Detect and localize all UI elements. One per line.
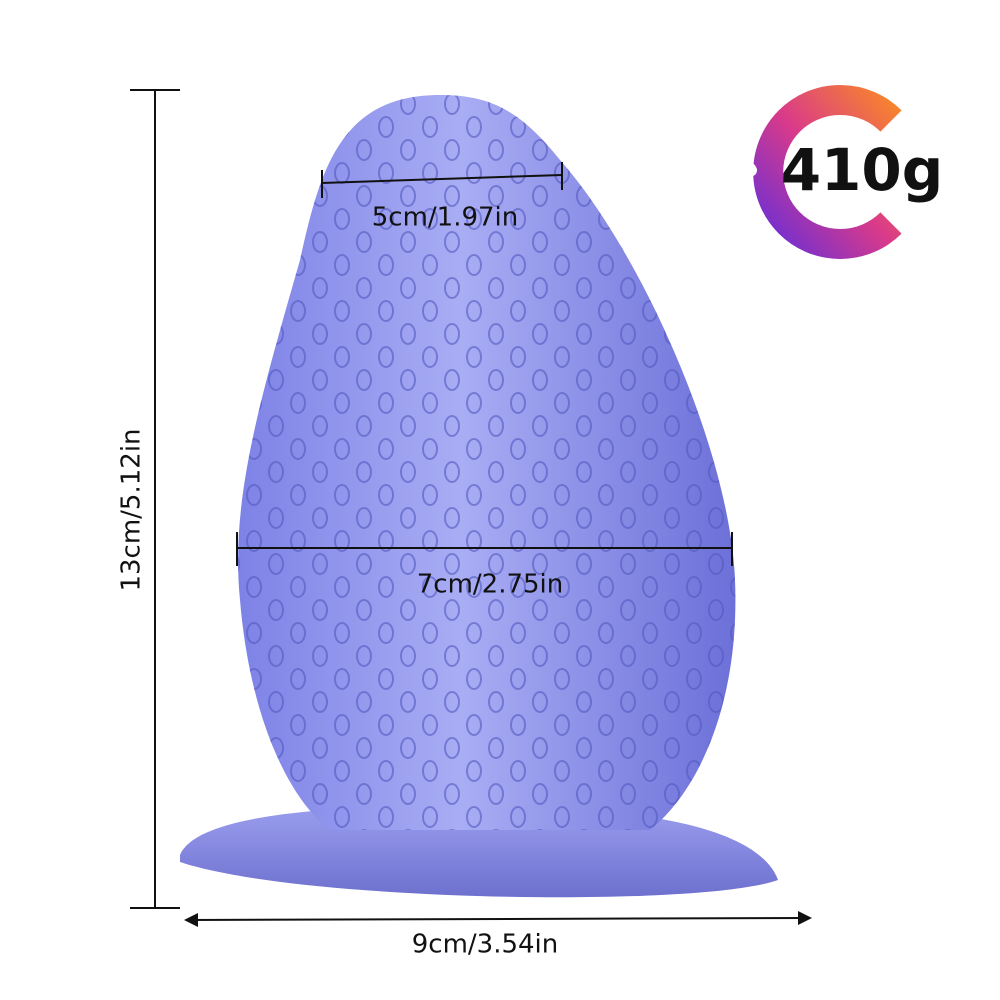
height-dimension: 13cm/5.12in: [117, 89, 180, 909]
base-width-dimension: 9cm/3.54in: [184, 911, 812, 960]
middle-width-label: 7cm/2.75in: [417, 570, 564, 600]
badge-ring: [753, 85, 902, 259]
arrow-head: [798, 911, 812, 925]
top-width-dimension: 5cm/1.97in: [321, 162, 563, 233]
top-width-label: 5cm/1.97in: [372, 203, 519, 233]
arrow-head: [184, 913, 198, 927]
product-texture: [238, 95, 736, 830]
weight-badge: 410g: [716, 85, 944, 259]
hands-icon: [716, 134, 758, 188]
height-label: 13cm/5.12in: [117, 428, 147, 591]
weight-label: 410g: [781, 136, 944, 204]
middle-width-dimension: 7cm/2.75in: [236, 532, 733, 600]
dimension-line: [185, 917, 811, 921]
base-width-label: 9cm/3.54in: [412, 930, 559, 960]
product: [180, 95, 778, 898]
dimension-line: [321, 174, 563, 184]
